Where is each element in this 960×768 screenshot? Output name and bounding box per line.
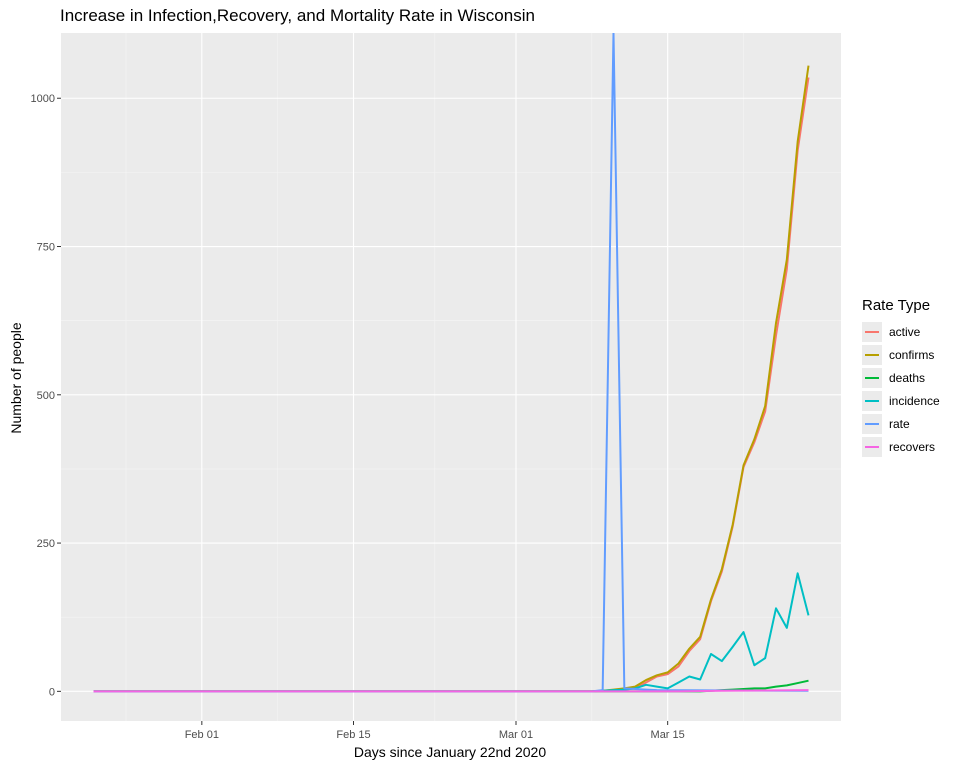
- y-tick-label: 1000: [31, 93, 55, 105]
- legend-item-active: active: [862, 320, 940, 343]
- x-tick-label: Feb 15: [336, 729, 370, 741]
- legend-key-rate: [862, 413, 882, 434]
- legend-key-confirms: [862, 344, 882, 365]
- y-tick-label: 0: [49, 686, 55, 698]
- y-tick-label: 250: [37, 538, 55, 550]
- x-axis-label: Days since January 22nd 2020: [353, 744, 547, 760]
- x-tick-label: Feb 01: [185, 729, 219, 741]
- legend-item-deaths: deaths: [862, 366, 940, 389]
- legend-label: deaths: [889, 370, 926, 385]
- legend-key-incidence: [862, 390, 882, 411]
- y-tick-label: 750: [37, 242, 55, 254]
- legend-label: confirms: [889, 347, 935, 362]
- y-tick-label: 500: [37, 390, 55, 402]
- legend: Rate Type active confirms deaths incidence r…: [862, 297, 940, 458]
- series-line-recovers: [93, 689, 809, 693]
- chart-title: Increase in Infection,Recovery, and Mort…: [60, 6, 535, 25]
- legend-item-rate: rate: [862, 412, 940, 435]
- legend-label: active: [889, 324, 921, 339]
- legend-item-confirms: confirms: [862, 343, 940, 366]
- legend-key-active: [862, 321, 882, 342]
- legend-label: incidence: [889, 393, 940, 408]
- x-tick-label: Mar 01: [499, 729, 533, 741]
- legend-item-incidence: incidence: [862, 389, 940, 412]
- plot-background: [61, 33, 841, 721]
- legend-title: Rate Type: [862, 297, 931, 314]
- legend-item-recovers: recovers: [862, 435, 940, 458]
- series-line-incidence: [93, 572, 810, 693]
- legend-key-recovers: [862, 436, 882, 457]
- legend-label: rate: [889, 416, 910, 431]
- legend-key-deaths: [862, 367, 882, 388]
- x-tick-label: Mar 15: [651, 729, 685, 741]
- legend-label: recovers: [889, 439, 936, 454]
- y-axis-label: Number of people: [8, 322, 24, 434]
